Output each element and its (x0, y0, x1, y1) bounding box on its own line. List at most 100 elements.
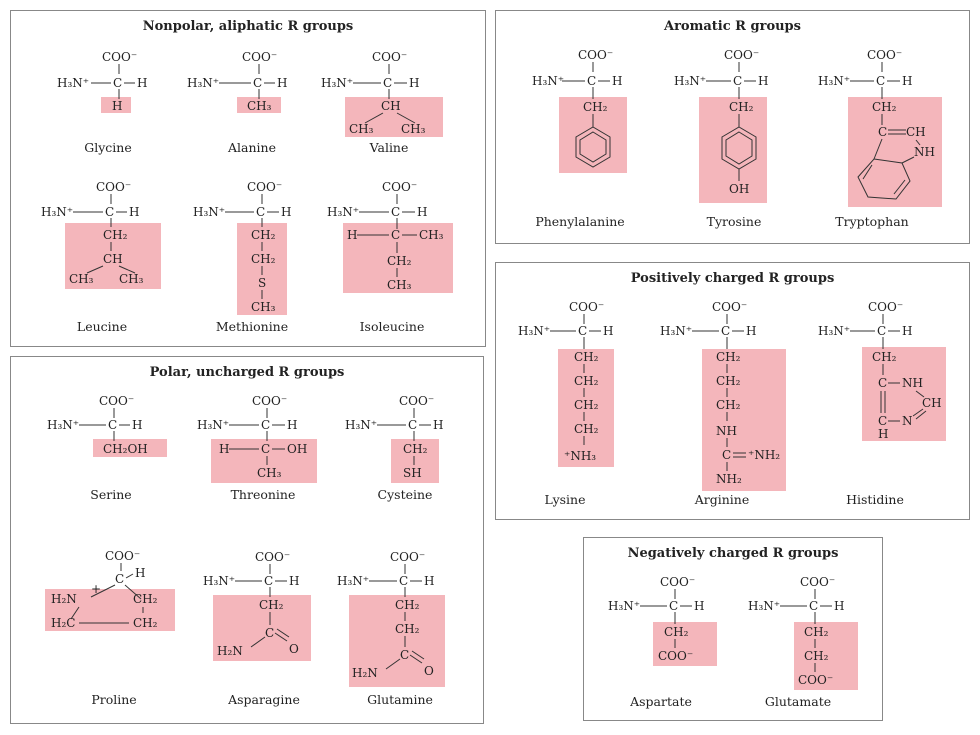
tyrosine-structure: COO⁻ H₃N⁺ C H CH₂ OH (674, 48, 768, 203)
svg-text:H: H (347, 228, 357, 242)
svg-text:CH: CH (906, 125, 926, 139)
aromatic-structures: COO⁻ H₃N⁺ C H CH₂ COO⁻ H₃N⁺ C H CH₂ (532, 48, 942, 229)
svg-text:CH₃: CH₃ (257, 466, 282, 480)
svg-text:CH₃: CH₃ (349, 122, 374, 136)
svg-text:C: C (809, 599, 818, 613)
svg-text:H₃N⁺: H₃N⁺ (818, 74, 850, 88)
svg-text:C: C (253, 76, 262, 90)
glutamate-structure: COO⁻ H₃N⁺ C H CH₂ CH₂ COO⁻ (748, 575, 858, 690)
glycine-structure: COO⁻ H₃N⁺ C H H (57, 50, 147, 113)
svg-text:COO⁻: COO⁻ (96, 180, 131, 194)
panel-title: Positively charged R groups (630, 271, 835, 286)
serine-structure: COO⁻ H₃N⁺ C H CH₂OH (47, 394, 167, 457)
svg-text:H₃N⁺: H₃N⁺ (608, 599, 640, 613)
amino-acid-name: Glutamate (765, 694, 831, 709)
svg-text:H: H (902, 74, 912, 88)
amino-acid-name: Leucine (77, 319, 127, 334)
valine-structure: COO⁻ H₃N⁺ C H CH CH₃ CH₃ (321, 50, 443, 137)
svg-text:CH₂: CH₂ (872, 350, 897, 364)
panel-title: Aromatic R groups (664, 19, 801, 34)
svg-text:CH₂: CH₂ (133, 592, 158, 606)
svg-text:H₂C: H₂C (51, 616, 75, 630)
amino-acid-name: Cysteine (378, 487, 433, 502)
panel-nonpolar: Nonpolar, aliphatic R groups COO⁻ H₃N⁺ C… (10, 10, 486, 347)
svg-text:H₃N⁺: H₃N⁺ (187, 76, 219, 90)
lysine-structure: COO⁻ H₃N⁺ C H CH₂ CH₂ CH₂ CH₂ ⁺NH₃ (518, 300, 614, 467)
svg-text:CH₂: CH₂ (103, 228, 128, 242)
svg-text:COO⁻: COO⁻ (724, 48, 759, 62)
svg-text:CH₂: CH₂ (574, 350, 599, 364)
svg-text:H₂N: H₂N (217, 644, 243, 658)
leucine-structure: COO⁻ H₃N⁺ C H CH₂ CH CH₃ CH₃ (41, 180, 161, 289)
svg-text:C: C (261, 442, 270, 456)
glutamine-structure: COO⁻ H₃N⁺ C H CH₂ CH₂ C O H₂N (337, 550, 445, 687)
svg-text:C: C (721, 324, 730, 338)
svg-text:COO⁻: COO⁻ (255, 550, 290, 564)
svg-text:⁺NH₃: ⁺NH₃ (564, 449, 596, 463)
svg-text:H₃N⁺: H₃N⁺ (203, 574, 235, 588)
svg-text:CH₂: CH₂ (133, 616, 158, 630)
svg-text:C: C (733, 74, 742, 88)
svg-text:C: C (877, 324, 886, 338)
svg-text:H₃N⁺: H₃N⁺ (57, 76, 89, 90)
svg-text:CH₃: CH₃ (247, 99, 272, 113)
svg-text:H₂N: H₂N (352, 666, 378, 680)
svg-text:C: C (256, 205, 265, 219)
svg-text:H: H (281, 205, 291, 219)
svg-text:CH₂: CH₂ (804, 625, 829, 639)
svg-text:NH: NH (914, 145, 935, 159)
amino-acid-name: Glutamine (367, 692, 433, 707)
svg-text:CH₃: CH₃ (387, 278, 412, 292)
positive-structures: COO⁻ H₃N⁺ C H CH₂ CH₂ CH₂ CH₂ ⁺NH₃ COO⁻ … (518, 300, 946, 507)
cysteine-structure: COO⁻ H₃N⁺ C H CH₂ SH (345, 394, 443, 483)
amino-acid-name: Lysine (544, 492, 585, 507)
svg-text:C: C (578, 324, 587, 338)
svg-text:NH: NH (902, 376, 923, 390)
svg-text:H: H (137, 76, 147, 90)
amino-acid-name: Valine (369, 140, 409, 155)
svg-text:COO⁻: COO⁻ (868, 300, 903, 314)
nonpolar-structures: COO⁻ H₃N⁺ C H H COO⁻ H₃N⁺ C H CH₃ COO⁻ (41, 50, 453, 334)
svg-text:H: H (219, 442, 229, 456)
amino-acid-name: Methionine (216, 319, 288, 334)
histidine-structure: COO⁻ H₃N⁺ C H CH₂ C NH CH N C H (818, 300, 946, 441)
svg-text:COO⁻: COO⁻ (712, 300, 747, 314)
svg-text:C: C (722, 448, 731, 462)
svg-text:C: C (399, 574, 408, 588)
svg-text:CH₃: CH₃ (419, 228, 444, 242)
svg-text:CH₃: CH₃ (251, 300, 276, 314)
svg-text:C: C (876, 74, 885, 88)
svg-text:CH₃: CH₃ (401, 122, 426, 136)
svg-text:H₃N⁺: H₃N⁺ (660, 324, 692, 338)
svg-text:H₃N⁺: H₃N⁺ (327, 205, 359, 219)
panel-title: Negatively charged R groups (627, 546, 839, 561)
svg-text:CH₂OH: CH₂OH (103, 442, 148, 456)
isoleucine-structure: COO⁻ H₃N⁺ C H H C CH₃ CH₂ CH₃ (327, 180, 453, 293)
svg-text:C: C (669, 599, 678, 613)
phenylalanine-structure: COO⁻ H₃N⁺ C H CH₂ (532, 48, 627, 173)
svg-text:H: H (603, 324, 613, 338)
svg-text:COO⁻: COO⁻ (252, 394, 287, 408)
arginine-structure: COO⁻ H₃N⁺ C H CH₂ CH₂ CH₂ NH C ⁺NH₂ NH₂ (660, 300, 786, 491)
svg-text:COO⁻: COO⁻ (660, 575, 695, 589)
svg-text:H₃N⁺: H₃N⁺ (518, 324, 550, 338)
svg-text:H: H (417, 205, 427, 219)
svg-text:H: H (132, 418, 142, 432)
svg-text:COO⁻: COO⁻ (99, 394, 134, 408)
amino-acid-name: Proline (91, 692, 136, 707)
alanine-structure: COO⁻ H₃N⁺ C H CH₃ (187, 50, 287, 113)
panel-positive: Positively charged R groups COO⁻ H₃N⁺ C … (495, 262, 970, 520)
svg-text:C: C (878, 125, 887, 139)
svg-text:H₃N⁺: H₃N⁺ (818, 324, 850, 338)
svg-text:CH: CH (922, 396, 942, 410)
amino-acid-name: Threonine (231, 487, 296, 502)
svg-text:H: H (129, 205, 139, 219)
svg-text:COO⁻: COO⁻ (247, 180, 282, 194)
svg-text:CH₂: CH₂ (251, 252, 276, 266)
svg-text:CH₂: CH₂ (395, 598, 420, 612)
svg-text:CH₃: CH₃ (119, 272, 144, 286)
svg-text:C: C (878, 376, 887, 390)
svg-text:CH₂: CH₂ (804, 649, 829, 663)
svg-text:H: H (135, 566, 145, 580)
amino-acid-name: Isoleucine (360, 319, 425, 334)
